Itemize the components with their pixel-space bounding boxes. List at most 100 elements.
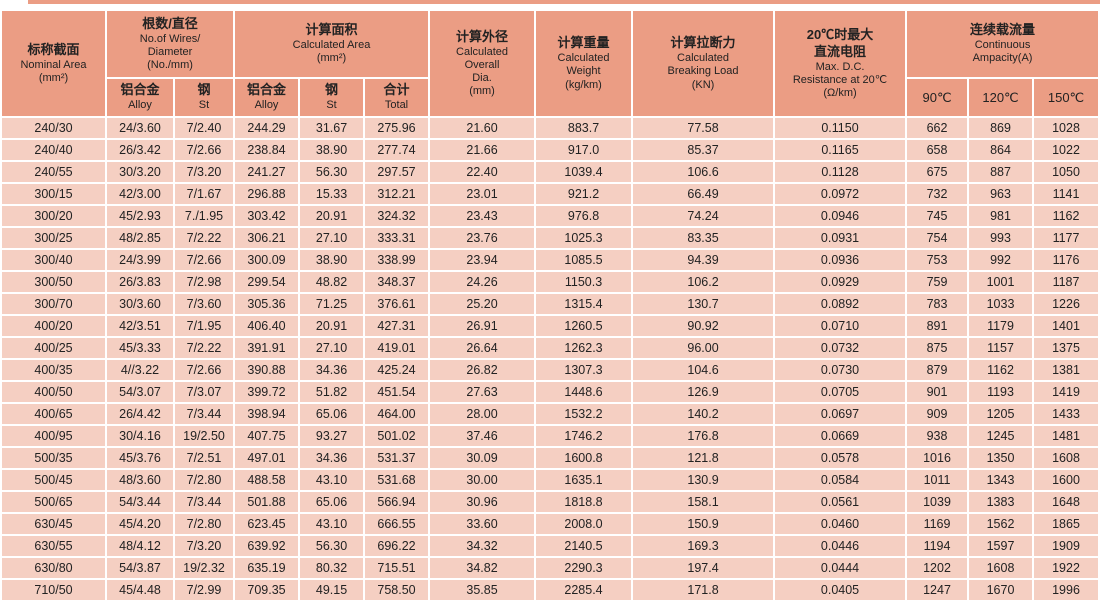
table-cell: 1307.3 <box>536 360 632 380</box>
table-cell: 0.1150 <box>775 118 906 138</box>
table-cell: 96.00 <box>633 338 774 358</box>
table-cell: 0.1165 <box>775 140 906 160</box>
table-cell: 1600 <box>1034 470 1099 490</box>
table-cell: 715.51 <box>365 558 429 578</box>
table-cell: 94.39 <box>633 250 774 270</box>
subcol-header-120c: 120℃ <box>969 79 1033 116</box>
table-cell: 390.88 <box>235 360 299 380</box>
col-header-calculated-area: 计算面积 Calculated Area (mm²) <box>235 11 429 77</box>
table-cell: 300/70 <box>2 294 105 314</box>
table-cell: 1600.8 <box>536 448 632 468</box>
table-cell: 0.0892 <box>775 294 906 314</box>
table-cell: 0.0446 <box>775 536 906 556</box>
table-cell: 300/20 <box>2 206 105 226</box>
table-cell: 993 <box>969 228 1033 248</box>
table-cell: 0.0444 <box>775 558 906 578</box>
table-cell: 1177 <box>1034 228 1099 248</box>
table-cell: 1176 <box>1034 250 1099 270</box>
table-cell: 7/1.67 <box>175 184 234 204</box>
table-cell: 1179 <box>969 316 1033 336</box>
table-cell: 26/3.42 <box>107 140 173 160</box>
table-cell: 22.40 <box>430 162 535 182</box>
table-cell: 176.8 <box>633 426 774 446</box>
table-cell: 400/65 <box>2 404 105 424</box>
table-cell: 0.0578 <box>775 448 906 468</box>
table-cell: 106.6 <box>633 162 774 182</box>
table-cell: 20.91 <box>300 316 364 336</box>
table-cell: 500/35 <box>2 448 105 468</box>
steel-area-zh: 钢 <box>325 82 339 98</box>
col-header-overall-dia: 计算外径 Calculated Overall Dia. (mm) <box>430 11 535 116</box>
nominal-area-label-zh: 标称截面 <box>27 41 80 57</box>
subcol-header-total-area: 合计 Total <box>365 79 429 116</box>
table-cell: 759 <box>907 272 968 292</box>
table-cell: 27.63 <box>430 382 535 402</box>
table-cell: 754 <box>907 228 968 248</box>
table-cell: 7/2.66 <box>175 140 234 160</box>
table-cell: 1022 <box>1034 140 1099 160</box>
table-cell: 169.3 <box>633 536 774 556</box>
col-header-wires-diameter: 根数/直径 No.of Wires/ Diameter (No./mm) <box>107 11 234 77</box>
table-cell: 48/3.60 <box>107 470 173 490</box>
subcol-header-alloy-wires: 铝合金 Alloy <box>107 79 173 116</box>
table-cell: 7/2.51 <box>175 448 234 468</box>
table-cell: 24.26 <box>430 272 535 292</box>
temp-90-label: 90℃ <box>922 89 952 105</box>
table-cell: 1039.4 <box>536 162 632 182</box>
table-cell: 297.57 <box>365 162 429 182</box>
table-cell: 333.31 <box>365 228 429 248</box>
table-cell: 31.67 <box>300 118 364 138</box>
table-row: 300/15 42/3.00 7/1.67 296.88 15.33 312.21 23.0… <box>2 184 1099 204</box>
table-cell: 1865 <box>1034 514 1099 534</box>
header-sub-row: 铝合金 Alloy 钢 St 铝合金 Alloy 钢 St 合计 Total <box>2 79 1099 116</box>
table-cell: 21.60 <box>430 118 535 138</box>
table-cell: 25.20 <box>430 294 535 314</box>
table-cell: 732 <box>907 184 968 204</box>
table-cell: 7/3.44 <box>175 492 234 512</box>
table-cell: 710/50 <box>2 580 105 600</box>
table-cell: 38.90 <box>300 250 364 270</box>
table-cell: 300.09 <box>235 250 299 270</box>
table-cell: 300/25 <box>2 228 105 248</box>
alloy-wires-zh: 铝合金 <box>120 82 160 98</box>
col-header-breaking-load: 计算拉断力 Calculated Breaking Load (KN) <box>633 11 774 116</box>
table-row: 300/40 24/3.99 7/2.66 300.09 38.90 338.99 23.9… <box>2 250 1099 270</box>
table-cell: 300/15 <box>2 184 105 204</box>
table-cell: 1401 <box>1034 316 1099 336</box>
table-cell: 241.27 <box>235 162 299 182</box>
table-cell: 27.10 <box>300 338 364 358</box>
table-cell: 391.91 <box>235 338 299 358</box>
table-cell: 7/2.80 <box>175 470 234 490</box>
table-cell: 45/2.93 <box>107 206 173 226</box>
table-cell: 662 <box>907 118 968 138</box>
table-cell: 1245 <box>969 426 1033 446</box>
table-row: 240/55 30/3.20 7/3.20 241.27 56.30 297.57 22.4… <box>2 162 1099 182</box>
table-top-border <box>28 0 1100 4</box>
subcol-header-alloy-area: 铝合金 Alloy <box>235 79 299 116</box>
table-cell: 675 <box>907 162 968 182</box>
header-group-row: 标称截面 Nominal Area (mm²) 根数/直径 No.of Wire… <box>2 11 1099 116</box>
table-cell: 0.0405 <box>775 580 906 600</box>
table-cell: 419.01 <box>365 338 429 358</box>
table-cell: 42/3.51 <box>107 316 173 336</box>
table-cell: 240/55 <box>2 162 105 182</box>
table-cell: 45/3.33 <box>107 338 173 358</box>
steel-area-en: St <box>326 99 337 112</box>
table-cell: 43.10 <box>300 470 364 490</box>
table-cell: 531.37 <box>365 448 429 468</box>
table-cell: 0.0584 <box>775 470 906 490</box>
table-cell: 54/3.87 <box>107 558 173 578</box>
table-cell: 0.0669 <box>775 426 906 446</box>
table-cell: 83.35 <box>633 228 774 248</box>
table-cell: 130.7 <box>633 294 774 314</box>
table-cell: 745 <box>907 206 968 226</box>
table-cell: 1818.8 <box>536 492 632 512</box>
total-area-en: Total <box>384 99 409 112</box>
table-cell: 630/55 <box>2 536 105 556</box>
table-cell: 891 <box>907 316 968 336</box>
table-cell: 0.0946 <box>775 206 906 226</box>
table-cell: 783 <box>907 294 968 314</box>
table-cell: 275.96 <box>365 118 429 138</box>
table-cell: 1260.5 <box>536 316 632 336</box>
table-row: 400/35 4//3.22 7/2.66 390.88 34.36 425.24 26.8… <box>2 360 1099 380</box>
